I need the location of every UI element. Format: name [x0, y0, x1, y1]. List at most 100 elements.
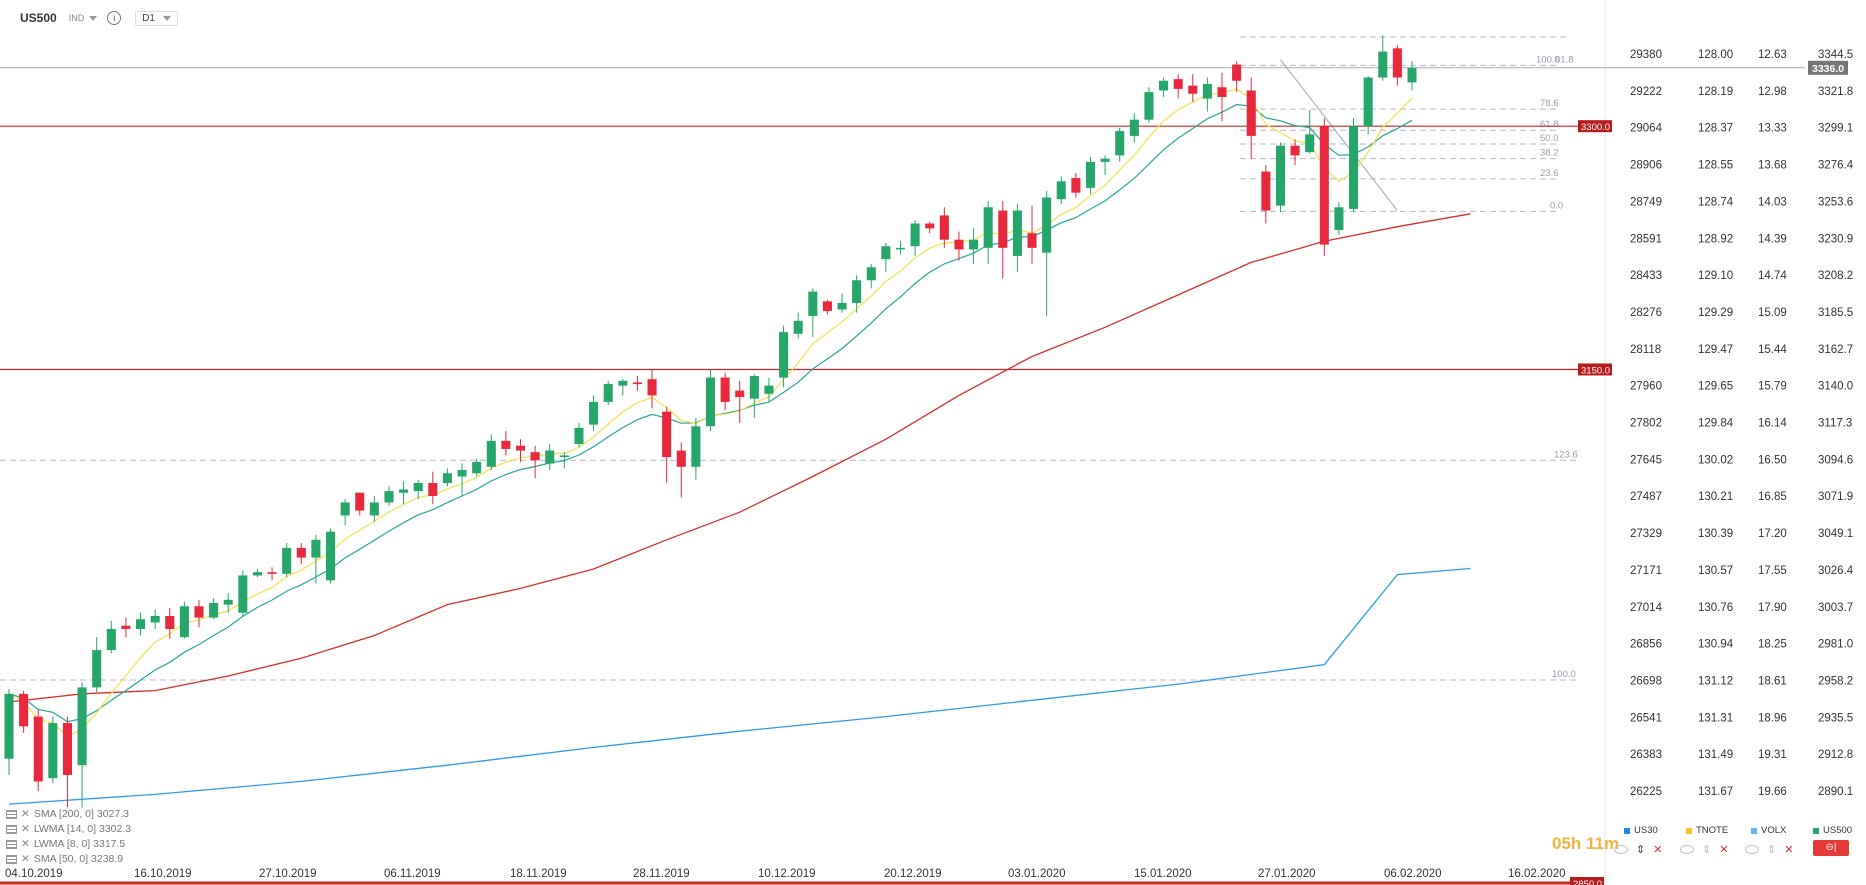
axis-tick-label: 130.02 [1698, 454, 1733, 466]
compare-label: VOLX [1761, 825, 1787, 836]
close-icon[interactable]: ✕ [1653, 844, 1663, 856]
compare-symbol-volx[interactable]: VOLX [1751, 825, 1786, 836]
x-axis-label: 27.01.2020 [1258, 868, 1316, 880]
candle-body [311, 539, 321, 558]
sort-icon[interactable]: ⇕ [1636, 844, 1646, 856]
axis-tick-label: 129.47 [1698, 344, 1733, 356]
candle-body [574, 427, 584, 445]
candle-body [457, 470, 467, 477]
candle-body [1071, 178, 1081, 193]
axis-tick-label: 3208.2 [1818, 270, 1853, 282]
close-icon[interactable]: ✕ [21, 823, 30, 835]
fibonacci-label: 78.6 [1540, 98, 1559, 109]
axis-tick-label: 130.39 [1698, 528, 1733, 540]
candle-body [1042, 197, 1052, 253]
candle-body [1012, 210, 1022, 256]
main-series-button[interactable]: ⊖| [1813, 840, 1849, 856]
price-level-label: 2850.0 [1573, 879, 1602, 885]
fibonacci-label: 0.0 [1550, 200, 1563, 211]
sort-icon[interactable]: ⇕ [1702, 844, 1712, 856]
indicator-legend-item[interactable]: ✕ SMA [200, 0] 3027.3 [6, 808, 129, 820]
candle-body [1217, 87, 1227, 97]
candle-body [325, 531, 336, 581]
axis-tick-label: 128.00 [1698, 49, 1733, 61]
candle-body [749, 375, 759, 399]
fibonacci-label: 123.6 [1554, 449, 1578, 460]
compare-symbol-us500[interactable]: US500 [1813, 825, 1852, 836]
timeframe-select[interactable]: D1 [135, 10, 178, 26]
eye-icon[interactable] [1680, 845, 1694, 854]
axis-tick-label: 3071.9 [1818, 491, 1853, 503]
eye-icon[interactable] [1745, 845, 1759, 854]
settings-icon[interactable] [6, 839, 17, 849]
candle-body [77, 687, 87, 766]
axis-tick-label: 3253.6 [1818, 196, 1853, 208]
candle-body [92, 650, 102, 688]
chart-header: US500 IND i D1 [0, 0, 178, 36]
candle-body [1349, 126, 1359, 209]
x-axis-label: 15.01.2020 [1134, 868, 1192, 880]
close-icon[interactable]: ✕ [21, 808, 30, 820]
axis-tick-label: 27802 [1630, 418, 1662, 430]
axis-tick-label: 14.03 [1758, 196, 1787, 208]
info-icon[interactable]: i [107, 11, 122, 25]
indicator-legend-item[interactable]: ✕ SMA [50, 0] 3238.9 [6, 853, 123, 865]
candle-body [1305, 134, 1315, 153]
close-icon[interactable]: ✕ [21, 838, 30, 850]
close-icon[interactable]: ✕ [1784, 844, 1794, 856]
compare-symbol-tnote[interactable]: TNOTE [1686, 825, 1728, 836]
candle-body [121, 625, 131, 629]
settings-icon[interactable] [6, 809, 17, 819]
axis-tick-label: 129.29 [1698, 307, 1733, 319]
candle-body [1290, 145, 1300, 156]
candle-body [647, 379, 657, 396]
candle-body [1232, 64, 1242, 81]
axis-tick-label: 13.33 [1758, 123, 1787, 135]
axis-tick-label: 3344.5 [1818, 49, 1853, 61]
settings-icon[interactable] [6, 854, 17, 864]
sort-icon[interactable]: ⇕ [1767, 844, 1777, 856]
chevron-down-icon[interactable] [89, 15, 98, 21]
candle-body [939, 215, 949, 240]
candle-body [559, 455, 569, 458]
axis-tick-label: 3230.9 [1818, 233, 1853, 245]
axis-tick-label: 28276 [1630, 307, 1662, 319]
candle-body [852, 280, 862, 303]
eye-icon[interactable] [1614, 845, 1628, 854]
candle-body [1115, 131, 1125, 156]
close-icon[interactable]: ✕ [1719, 844, 1729, 856]
axis-tick-label: 19.66 [1758, 786, 1787, 798]
symbol-label[interactable]: US500 [20, 11, 57, 25]
candle-body [515, 445, 526, 451]
axis-tick-label: 131.49 [1698, 749, 1733, 761]
close-icon[interactable]: ✕ [21, 853, 30, 865]
axis-tick-label: 28118 [1630, 344, 1661, 356]
color-swatch [1624, 827, 1630, 834]
compare-controls: ⇕ ✕ [1614, 843, 1662, 856]
indicator-legend-item[interactable]: ✕ LWMA [8, 0] 3317.5 [6, 838, 125, 850]
candle-body [1392, 48, 1402, 78]
candle-body [545, 450, 555, 464]
axis-tick-label: 16.50 [1758, 454, 1787, 466]
axis-tick-label: 27171 [1630, 565, 1662, 577]
axis-tick-label: 19.31 [1758, 749, 1787, 761]
candle-body [19, 693, 29, 727]
x-axis-label: 28.11.2019 [633, 868, 690, 880]
axis-tick-label: 27014 [1630, 602, 1663, 614]
settings-icon[interactable] [6, 824, 17, 834]
axis-tick-label: 130.94 [1698, 639, 1734, 651]
indicator-legend-item[interactable]: ✕ LWMA [14, 0] 3302.3 [6, 823, 131, 835]
x-axis-label: 20.12.2019 [884, 868, 942, 880]
axis-tick-label: 27960 [1630, 381, 1662, 393]
axis-tick-label: 3299.1 [1818, 123, 1853, 135]
compare-symbol-us30[interactable]: US30 [1624, 825, 1658, 836]
x-axis-label: 18.11.2019 [510, 868, 567, 880]
candle-body [895, 247, 906, 250]
axis-tick-label: 3026.4 [1818, 565, 1854, 577]
fibonacci-label: 100.0 [1552, 669, 1576, 680]
fibonacci-label: 23.6 [1540, 168, 1559, 179]
fibonacci-label: 100.0 [1536, 54, 1560, 65]
candle-body [106, 628, 116, 651]
axis-tick-label: 26698 [1630, 675, 1662, 687]
